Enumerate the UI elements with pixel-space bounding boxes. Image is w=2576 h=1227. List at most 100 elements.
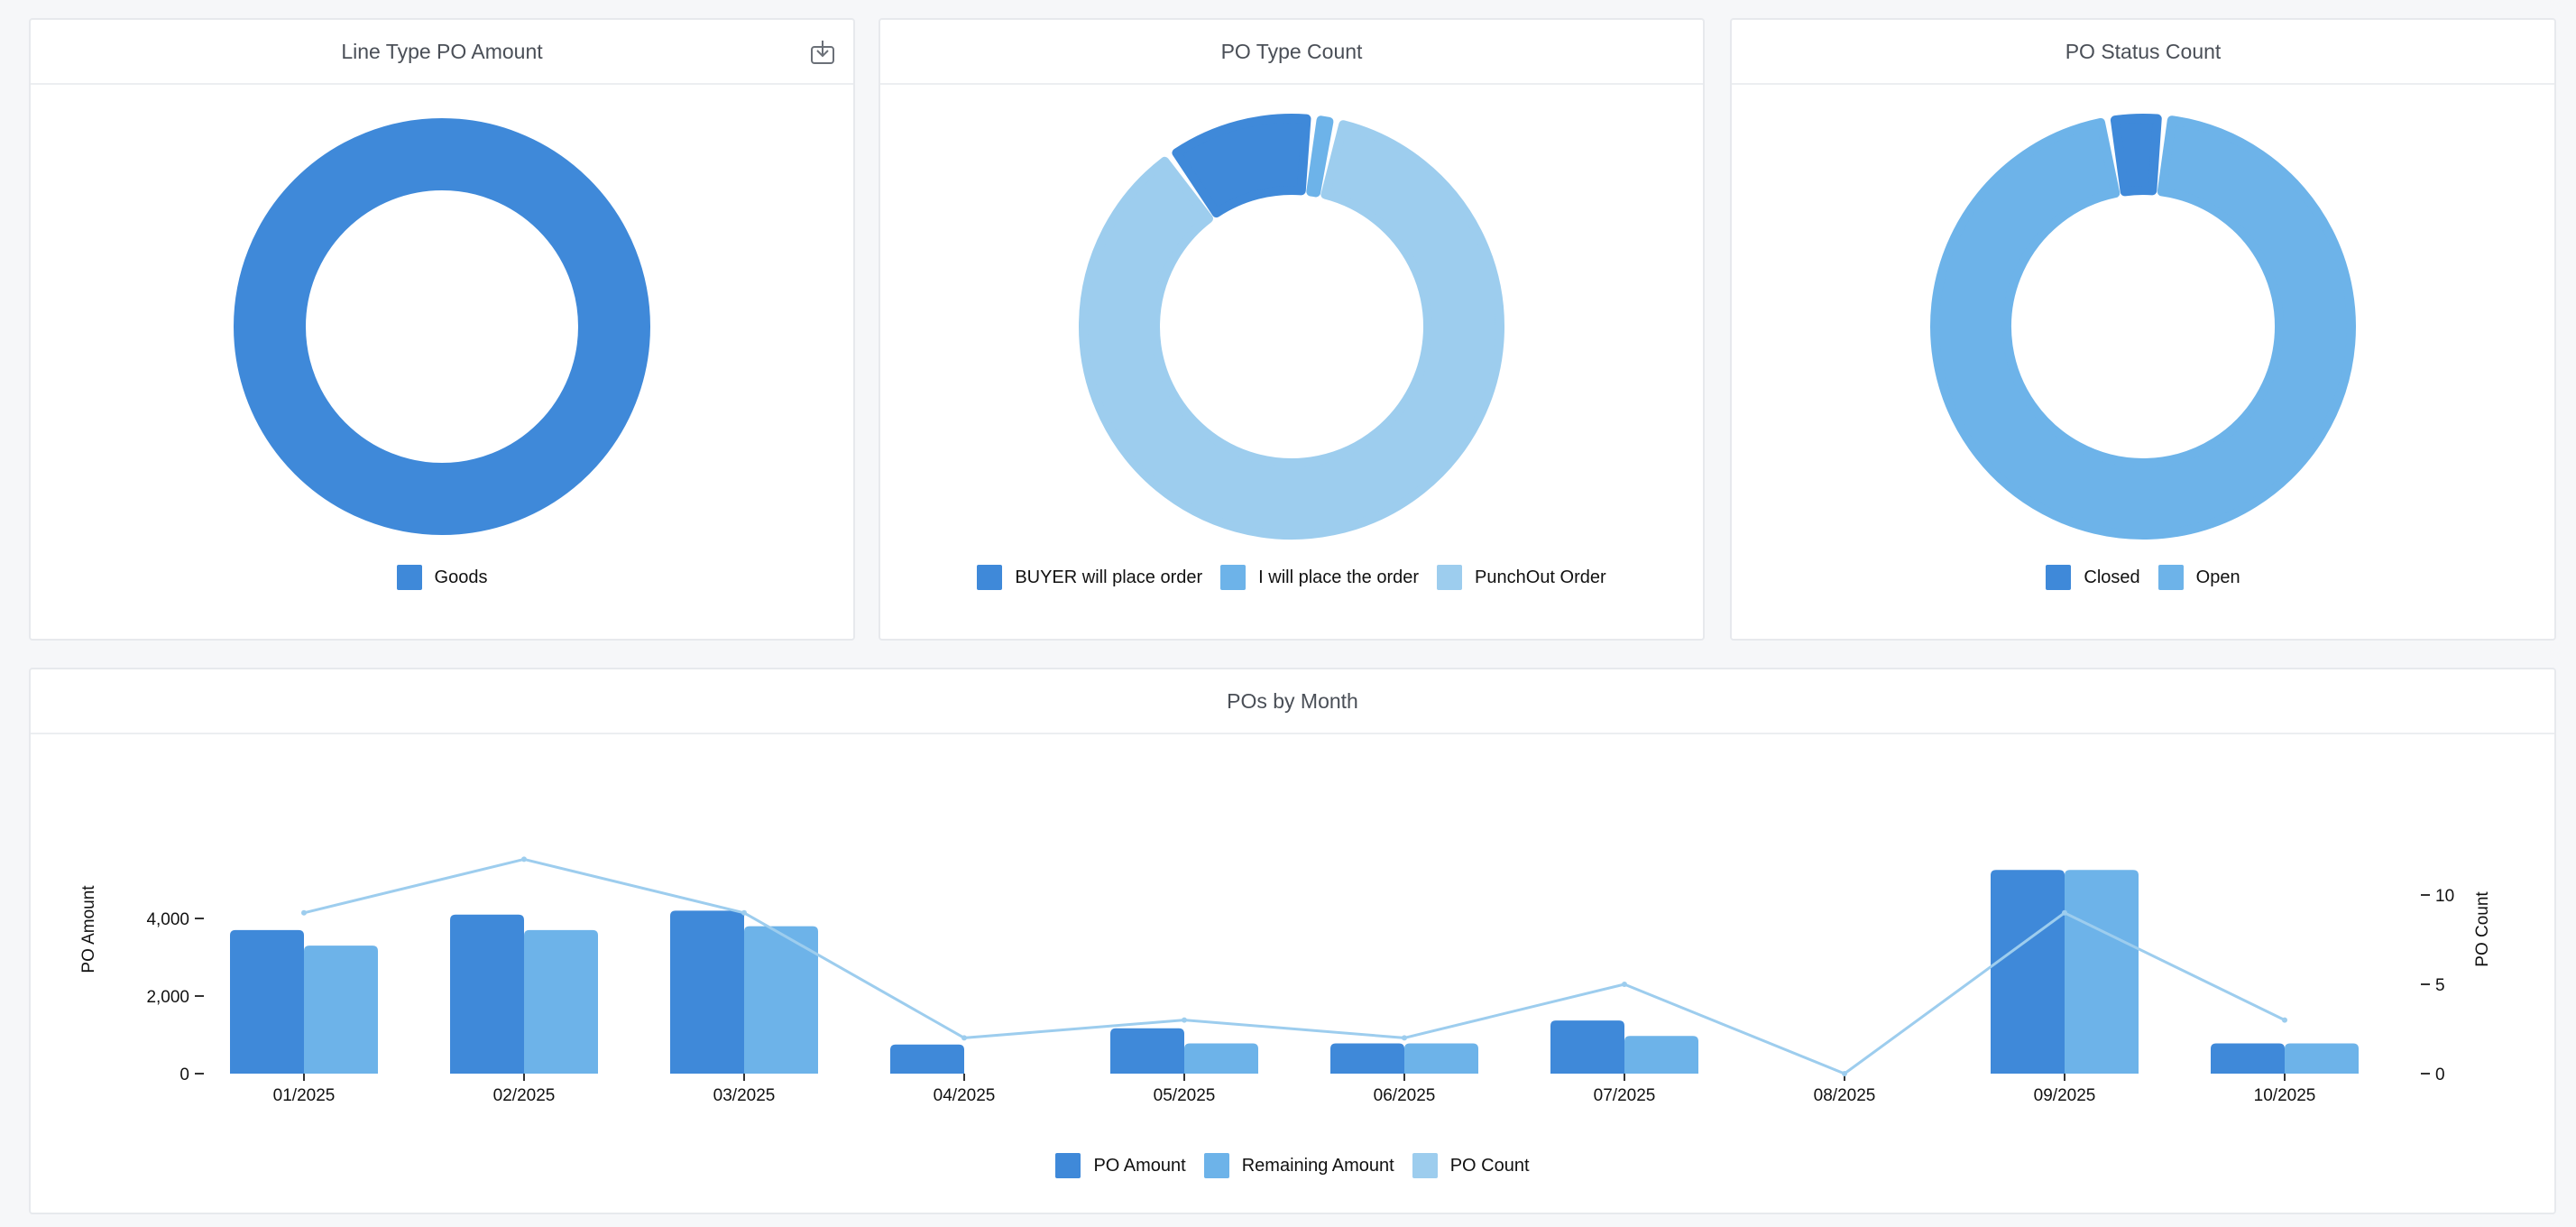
bar-po-amount-03-2025[interactable] [670, 910, 744, 1074]
card-header: PO Type Count [880, 20, 1703, 85]
slice-buyer-will-place-order[interactable] [1172, 114, 1311, 218]
x-tick-label: 03/2025 [713, 1086, 776, 1105]
legend-swatch [1412, 1153, 1438, 1178]
slice-i-will-place-the-order[interactable] [1306, 115, 1334, 198]
point-po-count-04-2025[interactable] [961, 1035, 967, 1041]
legend-swatch [396, 565, 422, 590]
legend-label: PO Amount [1093, 1155, 1186, 1176]
legend-item-punchout-order[interactable]: PunchOut Order [1437, 565, 1606, 590]
chart-legend: Goods [31, 565, 853, 590]
x-tick-label: 05/2025 [1154, 1086, 1216, 1105]
po-type-count-card: PO Type Count BUYER will place order I wi… [879, 18, 1705, 641]
bar-po-amount-06-2025[interactable] [1330, 1043, 1404, 1074]
bar-po-amount-04-2025[interactable] [890, 1044, 964, 1074]
legend-item-remaining-amount[interactable]: Remaining Amount [1203, 1153, 1394, 1178]
line-po-count[interactable] [303, 857, 2286, 1075]
legend-label: PunchOut Order [1475, 567, 1606, 587]
legend-label: Closed [2084, 567, 2140, 587]
x-tick-label: 10/2025 [2254, 1086, 2316, 1105]
legend-swatch [2046, 565, 2072, 590]
y-axis-title: PO Amount [79, 885, 98, 973]
point-po-count-03-2025[interactable] [741, 909, 747, 916]
legend-item-po-count[interactable]: PO Count [1412, 1153, 1530, 1178]
chart-title: PO Status Count [2065, 39, 2222, 63]
point-po-count-10-2025[interactable] [2282, 1017, 2287, 1023]
legend-swatch [2157, 565, 2184, 590]
legend-item-i-will-place-the-order[interactable]: I will place the order [1220, 565, 1419, 590]
point-po-count-01-2025[interactable] [301, 909, 307, 916]
slice-goods[interactable] [234, 118, 650, 535]
x-tick-label: 07/2025 [1594, 1086, 1656, 1105]
chart-title: PO Type Count [1220, 39, 1363, 63]
x-tick-label: 09/2025 [2034, 1086, 2096, 1105]
legend-label: Remaining Amount [1241, 1155, 1394, 1176]
y2-tick-label: 0 [2435, 1066, 2445, 1084]
bar-remaining-amount-09-2025[interactable] [2065, 870, 2139, 1074]
card-header: Line Type PO Amount [31, 20, 853, 85]
slice-open[interactable] [1930, 115, 2356, 540]
legend-label: BUYER will place order [1015, 567, 1203, 587]
bar-po-amount-10-2025[interactable] [2211, 1043, 2285, 1074]
bar-remaining-amount-06-2025[interactable] [1404, 1043, 1478, 1074]
bar-remaining-amount-05-2025[interactable] [1184, 1043, 1258, 1074]
point-po-count-05-2025[interactable] [1182, 1017, 1187, 1023]
y-tick-label: 4,000 [146, 910, 189, 929]
chart-legend: Closed Open [1732, 565, 2554, 590]
card-header: POs by Month [31, 669, 2554, 734]
bar-remaining-amount-02-2025[interactable] [524, 929, 598, 1074]
chart-legend: PO Amount Remaining Amount PO Count [31, 1153, 2554, 1178]
slice-closed[interactable] [2110, 114, 2162, 197]
chart-title: Line Type PO Amount [341, 39, 543, 63]
combo-bar-line-chart: 0 2,000 4,000 0 5 10 PO Amount PO Count 01/2025 0… [79, 856, 2492, 1105]
donut-chart [1930, 114, 2356, 540]
bar-po-amount-07-2025[interactable] [1550, 1020, 1624, 1074]
legend-swatch [977, 565, 1003, 590]
chart-legend: BUYER will place order I will place the o… [880, 565, 1703, 590]
point-po-count-07-2025[interactable] [1622, 982, 1627, 987]
card-header: PO Status Count [1732, 20, 2554, 85]
x-tick-label: 01/2025 [273, 1086, 336, 1105]
legend-swatch [1220, 565, 1247, 590]
legend-item-buyer-will-place-order[interactable]: BUYER will place order [977, 565, 1202, 590]
point-po-count-08-2025[interactable] [1842, 1071, 1847, 1076]
x-tick-label: 02/2025 [493, 1086, 556, 1105]
chart-title: POs by Month [1227, 688, 1358, 713]
y2-tick-label: 10 [2435, 887, 2454, 906]
bar-po-amount-09-2025[interactable] [1991, 870, 2065, 1074]
legend-item-goods[interactable]: Goods [396, 565, 488, 590]
x-tick-label: 06/2025 [1374, 1086, 1436, 1105]
bar-remaining-amount-01-2025[interactable] [304, 946, 378, 1074]
legend-swatch [1203, 1153, 1229, 1178]
legend-item-closed[interactable]: Closed [2046, 565, 2140, 590]
point-po-count-02-2025[interactable] [521, 856, 527, 863]
legend-label: I will place the order [1258, 567, 1420, 587]
bar-remaining-amount-10-2025[interactable] [2285, 1043, 2359, 1074]
bar-po-amount-05-2025[interactable] [1110, 1028, 1184, 1074]
y2-axis-title: PO Count [2473, 891, 2492, 967]
legend-swatch [1055, 1153, 1081, 1178]
legend-item-open[interactable]: Open [2157, 565, 2240, 590]
bar-po-amount-01-2025[interactable] [230, 929, 304, 1074]
line-type-po-amount-card: Line Type PO Amount Goods [29, 18, 855, 641]
pos-by-month-card: POs by Month 0 2,000 4,000 0 5 10 PO Amount PO … [29, 668, 2556, 1214]
download-icon[interactable] [808, 38, 837, 67]
donut-chart [1079, 114, 1504, 540]
po-status-count-card: PO Status Count Closed Open [1730, 18, 2556, 641]
point-po-count-06-2025[interactable] [1402, 1035, 1407, 1041]
donut-chart [234, 118, 650, 535]
x-tick-label: 04/2025 [934, 1086, 996, 1105]
legend-label: PO Count [1449, 1155, 1530, 1176]
slice-punchout-order[interactable] [1079, 120, 1504, 540]
legend-label: Goods [434, 567, 488, 587]
legend-swatch [1437, 565, 1463, 590]
legend-label: Open [2195, 567, 2240, 587]
y2-tick-label: 5 [2435, 976, 2445, 995]
bar-remaining-amount-07-2025[interactable] [1624, 1036, 1698, 1074]
y-tick-label: 2,000 [146, 988, 189, 1007]
bar-po-amount-02-2025[interactable] [450, 914, 524, 1074]
point-po-count-09-2025[interactable] [2062, 909, 2067, 916]
x-tick-label: 08/2025 [1814, 1086, 1876, 1105]
bar-remaining-amount-03-2025[interactable] [744, 926, 818, 1074]
legend-item-po-amount[interactable]: PO Amount [1055, 1153, 1186, 1178]
y-tick-label: 0 [179, 1066, 189, 1084]
